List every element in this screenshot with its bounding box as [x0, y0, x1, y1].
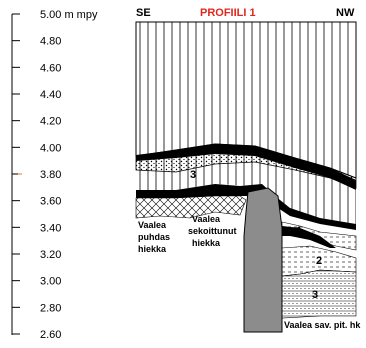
- svg-text:Vaalea: Vaalea: [192, 214, 221, 224]
- axis-ticks: 5.00 m mpy 4.80 4.60 4.40 4.20 4.00 3.80 3.60 3.…: [12, 9, 98, 341]
- boulder: [244, 188, 282, 332]
- axis-tick-label: 4.20: [40, 116, 61, 128]
- axis-tick-label: 3.00: [40, 276, 61, 288]
- axis-tick-label: 2.80: [40, 302, 61, 314]
- direction-left-label: SE: [136, 7, 151, 19]
- clean-sand-layer: [136, 196, 246, 218]
- layer-label-1: 1: [296, 225, 302, 237]
- axis-tick-label: 4.60: [40, 62, 61, 74]
- axis-tick-label: 4.40: [40, 89, 61, 101]
- svg-text:sekoittunut: sekoittunut: [188, 226, 237, 236]
- profile-title: PROFIILI 1: [200, 7, 256, 19]
- axis-tick-label: 4.80: [40, 36, 61, 48]
- annotation-mixed-sand: Vaalea sekoittunut hiekka: [188, 214, 237, 248]
- axis-tick-label: 3.80: [40, 169, 61, 181]
- elevation-axis: 5.00 m mpy 4.80 4.60 4.40 4.20 4.00 3.80 3.60 3.…: [12, 9, 98, 341]
- svg-text:puhdas: puhdas: [138, 232, 170, 242]
- layer-label-3-upper: 3: [190, 169, 196, 181]
- axis-tick-label: 2.60: [40, 329, 61, 341]
- annotation-clay: Vaalea sav. pit. hk: [284, 320, 361, 330]
- axis-tick-label: 3.20: [40, 249, 61, 261]
- annotation-clean-sand: Vaalea puhdas hiekka: [138, 220, 170, 254]
- svg-text:Vaalea: Vaalea: [138, 220, 167, 230]
- axis-tick-label: 5.00 m mpy: [40, 9, 98, 21]
- layer-label-2: 2: [316, 255, 322, 267]
- axis-tick-label: 4.00: [40, 142, 61, 154]
- axis-tick-label: 3.60: [40, 196, 61, 208]
- layer-3-lower-region: [282, 270, 356, 318]
- direction-right-label: NW: [336, 7, 355, 19]
- svg-text:hiekka: hiekka: [192, 238, 221, 248]
- axis-tick-label: 3.40: [40, 222, 61, 234]
- layer-label-3-lower: 3: [312, 289, 318, 301]
- svg-text:hiekka: hiekka: [138, 244, 167, 254]
